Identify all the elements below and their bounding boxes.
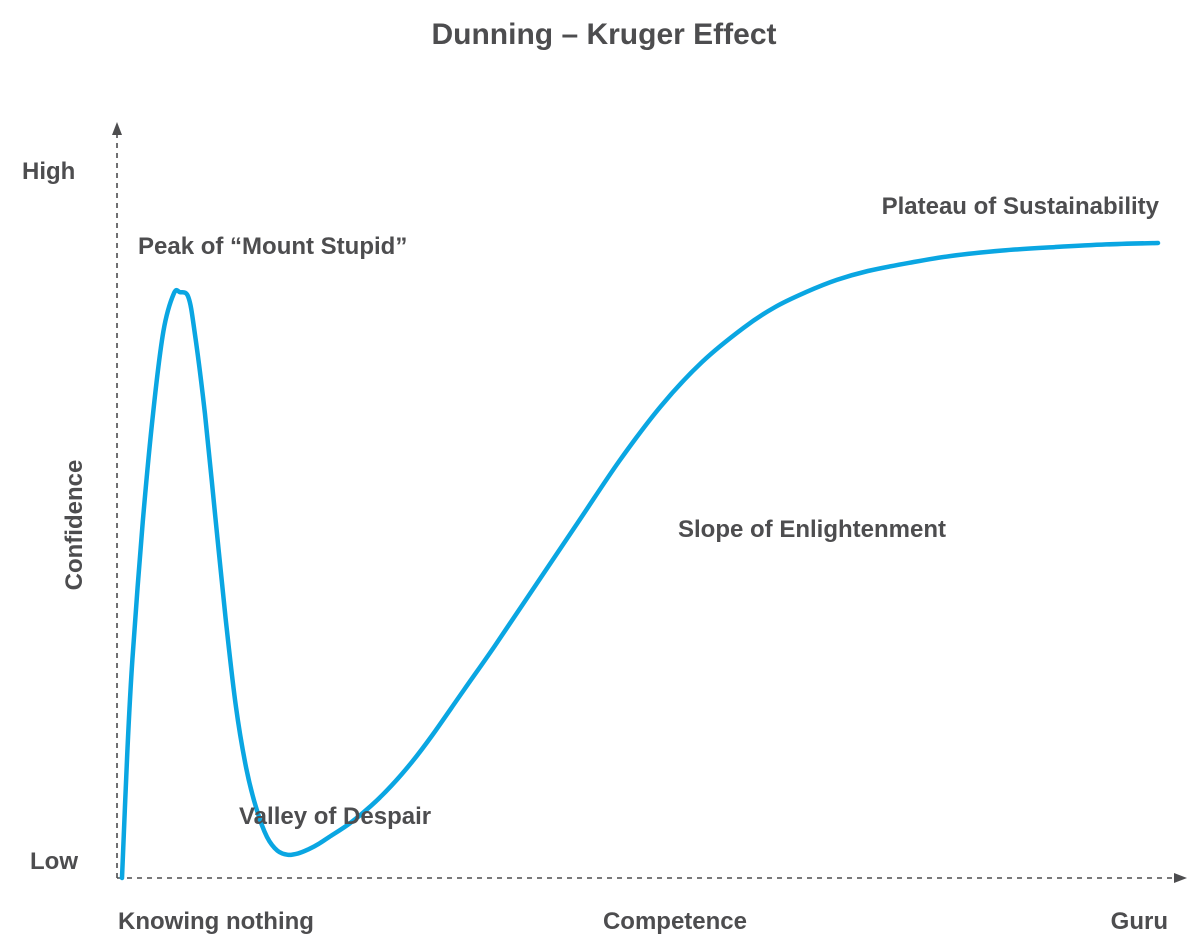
annotation-peak-of-mount-stupid: Peak of “Mount Stupid” [138, 233, 407, 260]
annotation-slope-of-enlightenment: Slope of Enlightenment [678, 516, 946, 543]
annotation-valley-of-despair: Valley of Despair [239, 803, 431, 830]
x-tick-label-end: Guru [1111, 908, 1168, 935]
y-tick-label-high: High [22, 158, 75, 185]
annotation-plateau-of-sustainability: Plateau of Sustainability [882, 193, 1160, 220]
x-axis-label: Competence [603, 908, 747, 935]
x-tick-label-start: Knowing nothing [118, 908, 314, 935]
confidence-curve [119, 240, 1161, 881]
y-axis-label: Confidence [61, 460, 88, 591]
y-axis-arrow-icon [112, 122, 122, 135]
chart-title: Dunning – Kruger Effect [431, 18, 776, 51]
x-axis-arrow-icon [1174, 873, 1187, 883]
y-tick-label-low: Low [30, 848, 78, 875]
